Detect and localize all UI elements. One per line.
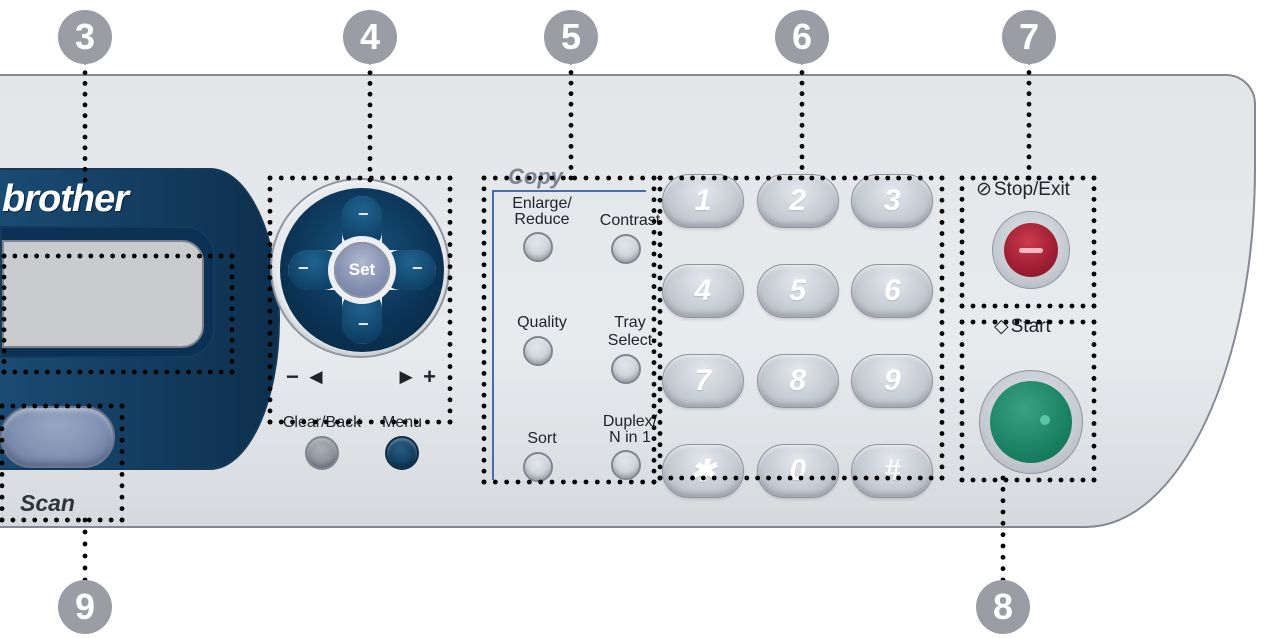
tray-select-button[interactable]: [611, 354, 641, 384]
dpad-up[interactable]: −: [342, 196, 382, 248]
duplex-label: Duplex/N in 1: [590, 414, 670, 446]
start-button[interactable]: [990, 381, 1072, 463]
callout-badge-5: 5: [544, 10, 598, 64]
menu-label: Menu: [362, 414, 442, 432]
brand-logo: brother: [2, 178, 128, 221]
enlarge-reduce-label: Enlarge/Reduce: [502, 196, 582, 228]
dpad-legend: − ◄ ► +: [286, 364, 436, 390]
stop-icon: ⊘: [976, 178, 992, 201]
callout-badge-8: 8: [976, 580, 1030, 634]
key-hash[interactable]: #: [851, 444, 933, 498]
key-7[interactable]: 7: [662, 354, 744, 408]
sort-label: Sort: [502, 430, 582, 448]
quality-button[interactable]: [523, 336, 553, 366]
key-4[interactable]: 4: [662, 264, 744, 318]
start-socket: [979, 370, 1083, 474]
set-label: Set: [349, 260, 375, 280]
navigation-dpad: − − − − Set: [270, 178, 450, 358]
key-3[interactable]: 3: [851, 174, 933, 228]
dpad-base: − − − − Set: [280, 188, 444, 352]
stop-exit-button[interactable]: [1004, 223, 1058, 277]
callout-badge-4: 4: [343, 10, 397, 64]
key-9[interactable]: 9: [851, 354, 933, 408]
key-8[interactable]: 8: [757, 354, 839, 408]
control-panel-chassis: brother Scan − − − − Set − ◄ ► +: [0, 74, 1256, 528]
stop-socket: [992, 211, 1070, 289]
copy-title: Copy: [508, 164, 563, 190]
set-button[interactable]: Set: [334, 242, 390, 298]
legend-right: ► +: [395, 364, 436, 390]
stop-exit-label: ⊘ Stop/Exit: [976, 178, 1083, 201]
menu-button[interactable]: [385, 436, 419, 470]
lcd-screen: [2, 240, 204, 348]
callout-badge-9: 9: [58, 580, 112, 634]
callout-badge-3: 3: [58, 10, 112, 64]
clear-back-button[interactable]: [305, 436, 339, 470]
contrast-label: Contrast: [590, 212, 670, 230]
callout-badge-6: 6: [775, 10, 829, 64]
key-star[interactable]: ✱: [662, 444, 744, 498]
dpad-down[interactable]: −: [342, 292, 382, 344]
dpad-right[interactable]: −: [384, 250, 436, 290]
key-0[interactable]: 0: [757, 444, 839, 498]
scan-button[interactable]: [0, 406, 115, 468]
clear-back-label: Clear/Back: [282, 414, 362, 432]
sort-button[interactable]: [523, 452, 553, 482]
start-label: ◇ Start: [994, 315, 1083, 338]
key-6[interactable]: 6: [851, 264, 933, 318]
legend-left: − ◄: [286, 364, 327, 390]
key-5[interactable]: 5: [757, 264, 839, 318]
contrast-button[interactable]: [611, 234, 641, 264]
scan-label: Scan: [20, 490, 75, 517]
tray-select-label: Tray Select: [590, 314, 670, 350]
enlarge-reduce-button[interactable]: [523, 232, 553, 262]
numeric-keypad: 1 2 3 4 5 6 7 8 9 ✱ 0 #: [662, 174, 938, 520]
callout-badge-7: 7: [1002, 10, 1056, 64]
dpad-left[interactable]: −: [288, 250, 340, 290]
stage: brother Scan − − − − Set − ◄ ► +: [0, 0, 1272, 638]
lcd-bezel: [0, 226, 215, 358]
menu-row: Clear/Back Menu: [282, 414, 442, 470]
key-1[interactable]: 1: [662, 174, 744, 228]
start-icon: ◇: [994, 315, 1009, 338]
key-2[interactable]: 2: [757, 174, 839, 228]
action-column: ⊘ Stop/Exit ◇ Start: [976, 178, 1083, 474]
copy-section: Copy Enlarge/Reduce Contrast Quality: [488, 168, 664, 482]
duplex-nin1-button[interactable]: [611, 450, 641, 480]
quality-label: Quality: [502, 314, 582, 332]
